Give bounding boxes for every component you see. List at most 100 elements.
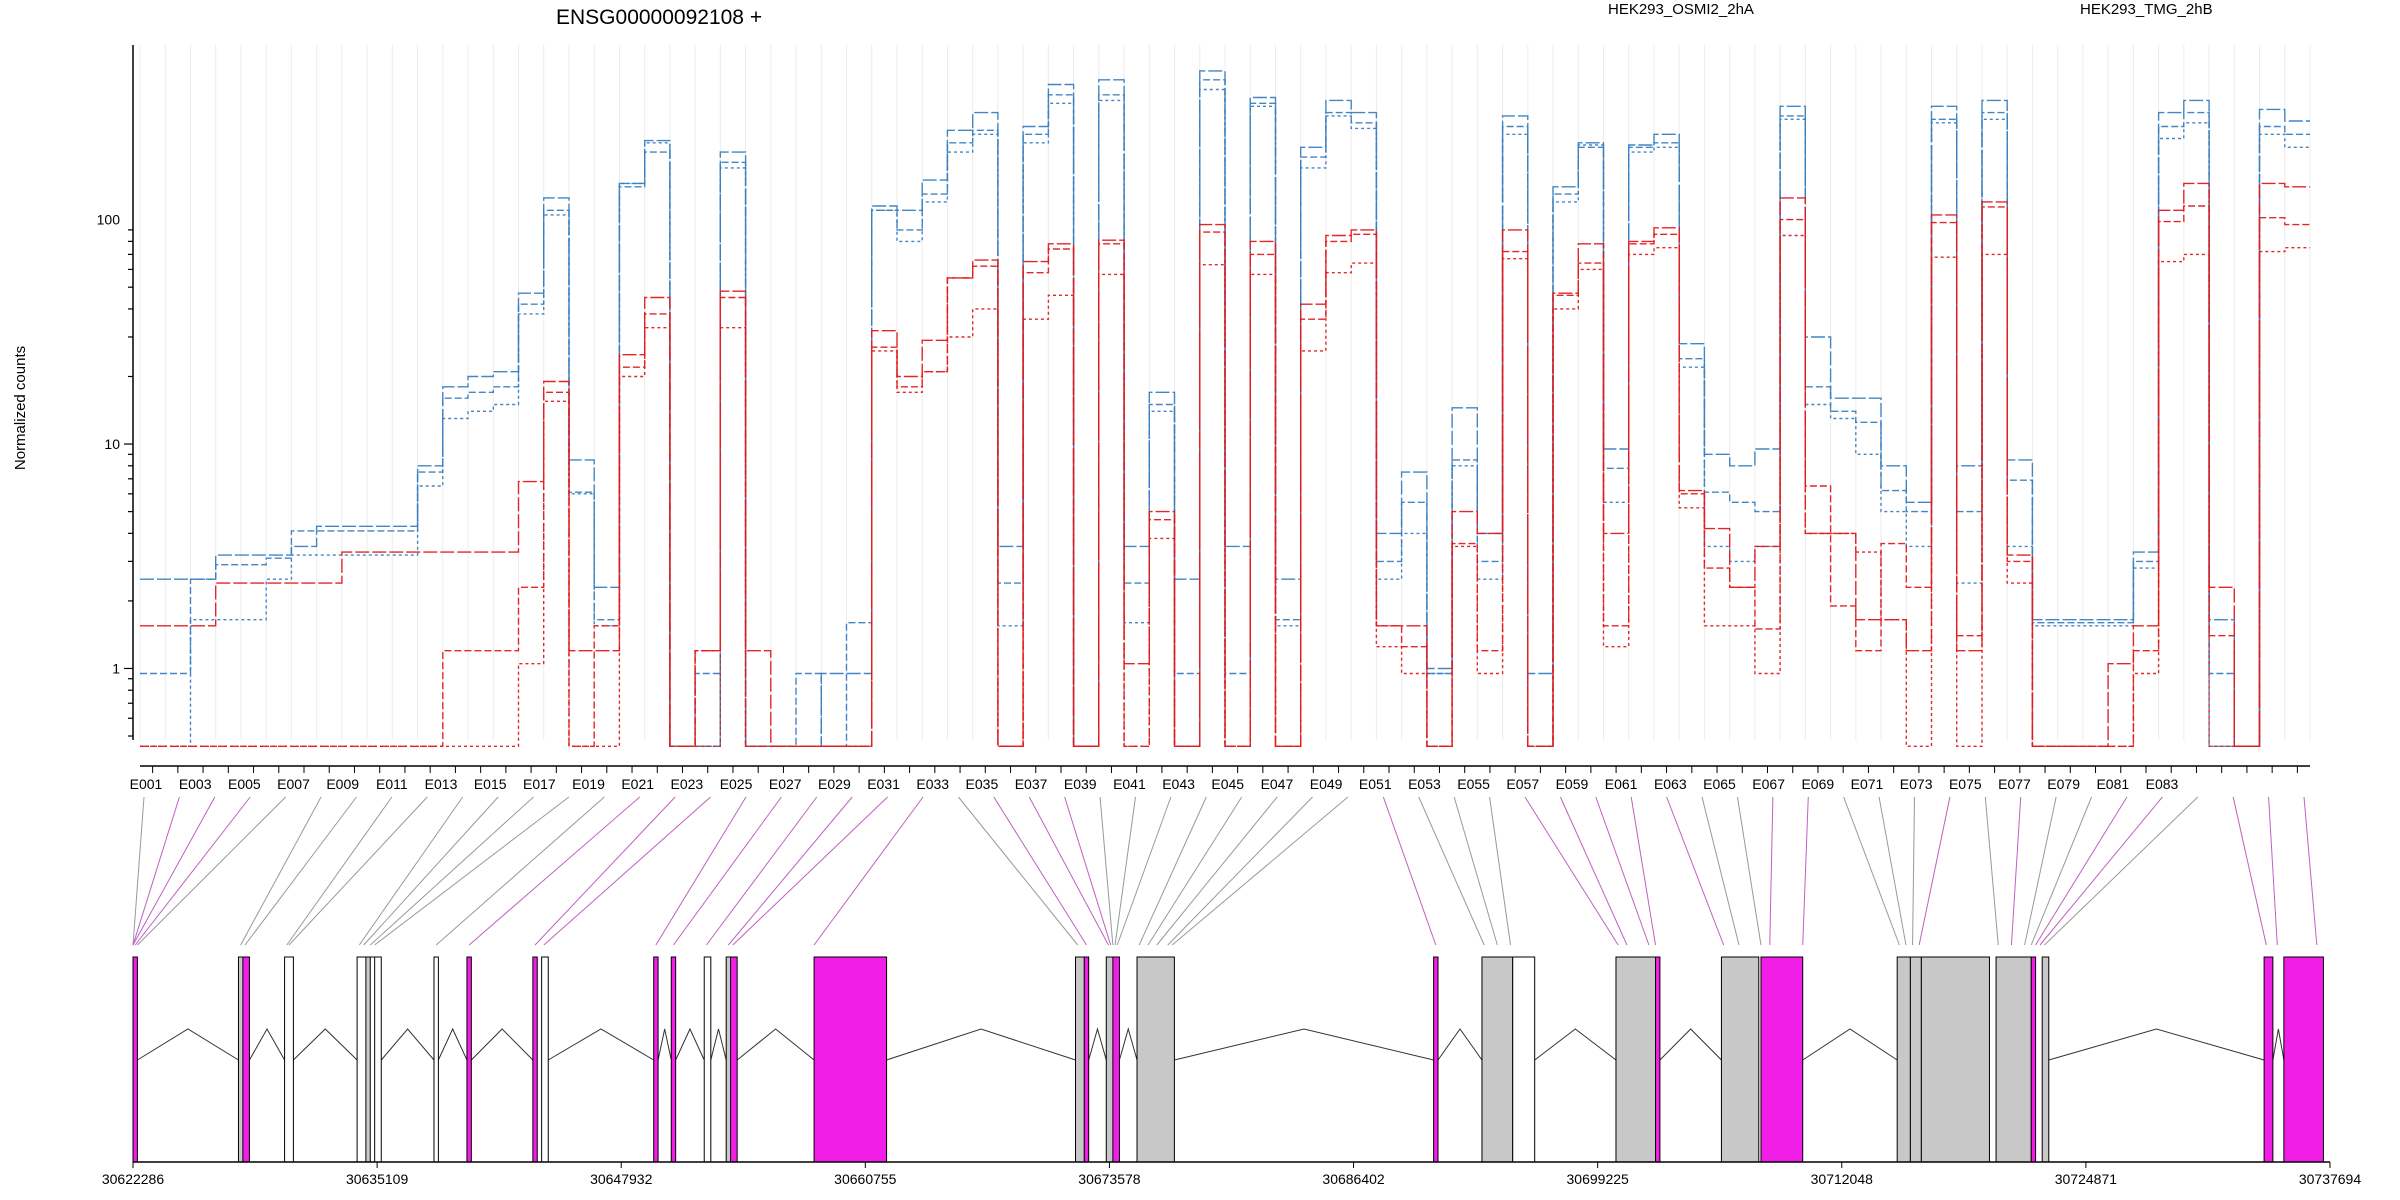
exon-label: E027 (769, 776, 802, 792)
genomic-tick-label: 30673578 (1078, 1171, 1141, 1187)
exon-highlighted (653, 956, 659, 1163)
exon-connector-line (137, 796, 286, 946)
exon-connector-line (132, 796, 216, 946)
exon-label: E047 (1261, 776, 1294, 792)
exon-axis: E001 E003 E005 E007 E009 E011 E013 E015 E017 E019… (130, 765, 2310, 792)
exon-highlighted (1655, 956, 1661, 1163)
exon-connector-line (1802, 796, 1809, 946)
intron-connector (1802, 1028, 1898, 1061)
intron-connector (2048, 1028, 2265, 1061)
exon-block (1896, 956, 1911, 1163)
exon-connector-line (2024, 796, 2057, 946)
exon-label: E083 (2146, 776, 2179, 792)
intron-connector (1659, 1028, 1722, 1061)
exon-connector-line (1984, 796, 1999, 946)
exon-connector-line (1171, 796, 1349, 946)
exon-block (1512, 956, 1536, 1163)
exon-label: E037 (1015, 776, 1048, 792)
exon-label: E005 (228, 776, 261, 792)
exon-connector-line (1595, 796, 1650, 946)
exon-label: E051 (1359, 776, 1392, 792)
y-axis-label: Normalized counts (12, 346, 29, 470)
exon-highlighted (670, 956, 677, 1163)
exon-connector-line (288, 796, 428, 946)
exon-label: E017 (523, 776, 556, 792)
intron-connector (1437, 1028, 1483, 1061)
intron-connector (1088, 1027, 1107, 1061)
intron-connector (710, 1028, 727, 1061)
exon-label: E071 (1851, 776, 1884, 792)
exon-connector-line (993, 796, 1087, 946)
exon-highlighted (813, 956, 888, 1163)
exon-label: E019 (572, 776, 605, 792)
exon-label: E065 (1703, 776, 1736, 792)
exon-label: E063 (1654, 776, 1687, 792)
exon-label: E001 (130, 776, 163, 792)
chart-title: ENSG00000092108 + (556, 6, 762, 29)
intron-connector (1174, 1028, 1434, 1061)
genomic-tick-label: 30635109 (346, 1171, 409, 1187)
exon-label: E075 (1949, 776, 1982, 792)
genomic-tick-label: 30699225 (1567, 1171, 1630, 1187)
exon-connector-line (1878, 796, 1907, 946)
genomic-tick-label: 30724871 (2055, 1171, 2118, 1187)
exon-connector-line (706, 796, 818, 946)
exon-connector-line (1666, 796, 1725, 946)
exon-connector-line (2010, 796, 2022, 946)
exon-label: E025 (720, 776, 753, 792)
exon-connector-line (1453, 796, 1498, 946)
exon-connector-line (374, 796, 570, 946)
exon-label: E081 (2096, 776, 2129, 792)
exon-connector-line (655, 796, 747, 946)
exon-label: E023 (671, 776, 704, 792)
y-tick-label: 100 (97, 212, 121, 228)
exon-highlighted (532, 956, 538, 1163)
exon-label: E053 (1408, 776, 1441, 792)
exon-connector-line (1099, 796, 1114, 946)
exon-connector-line (132, 796, 180, 946)
exon-connector-line (2035, 796, 2128, 946)
legend-entry-tmg: HEK293_TMG_2hB (2080, 1, 2213, 18)
intron-connector (293, 1028, 358, 1061)
exon-connector-line (468, 796, 641, 946)
exon-connector-line (673, 796, 782, 946)
exon-label: E021 (621, 776, 654, 792)
exon-label: E045 (1211, 776, 1244, 792)
exon-connector-line (286, 796, 393, 946)
exon-highlighted (1760, 956, 1804, 1163)
exon-connector-line (363, 796, 499, 946)
exon-connector-line (2232, 796, 2267, 946)
exon-connector-line (2268, 796, 2278, 946)
exon-label: E041 (1113, 776, 1146, 792)
exon-connector-line (435, 796, 605, 946)
intron-connector (1534, 1028, 1617, 1061)
exon-block (433, 956, 439, 1163)
exon-label: E013 (425, 776, 458, 792)
exon-highlighted (1112, 956, 1120, 1163)
exon-connector-line (1912, 796, 1915, 946)
exon-label: E055 (1457, 776, 1490, 792)
exon-connector-line (1167, 796, 1313, 946)
exon-block (1136, 956, 1175, 1163)
genomic-tick-label: 30622286 (102, 1171, 165, 1187)
exon-connector-line (240, 796, 322, 946)
exon-connector-line (2303, 796, 2318, 946)
exon-label: E061 (1605, 776, 1638, 792)
exon-connector-line (244, 796, 357, 946)
exon-connector-line (2039, 796, 2163, 946)
exon-connectors (132, 796, 2318, 946)
exon-highlighted (2283, 956, 2324, 1163)
genomic-tick-label: 30660755 (834, 1171, 897, 1187)
exon-connector-line (732, 796, 888, 946)
intron-connector (547, 1028, 654, 1061)
exon-label: E067 (1752, 776, 1785, 792)
exon-connector-line (1156, 796, 1278, 946)
intron-connector (437, 1027, 468, 1061)
exon-block (2041, 956, 2050, 1163)
series-line-osmi (140, 234, 2310, 747)
series-lines (140, 70, 2310, 747)
exon-block (1615, 956, 1657, 1163)
exon-connector-line (1147, 796, 1243, 946)
genomic-tick-label: 30647932 (590, 1171, 653, 1187)
exon-label: E029 (818, 776, 851, 792)
